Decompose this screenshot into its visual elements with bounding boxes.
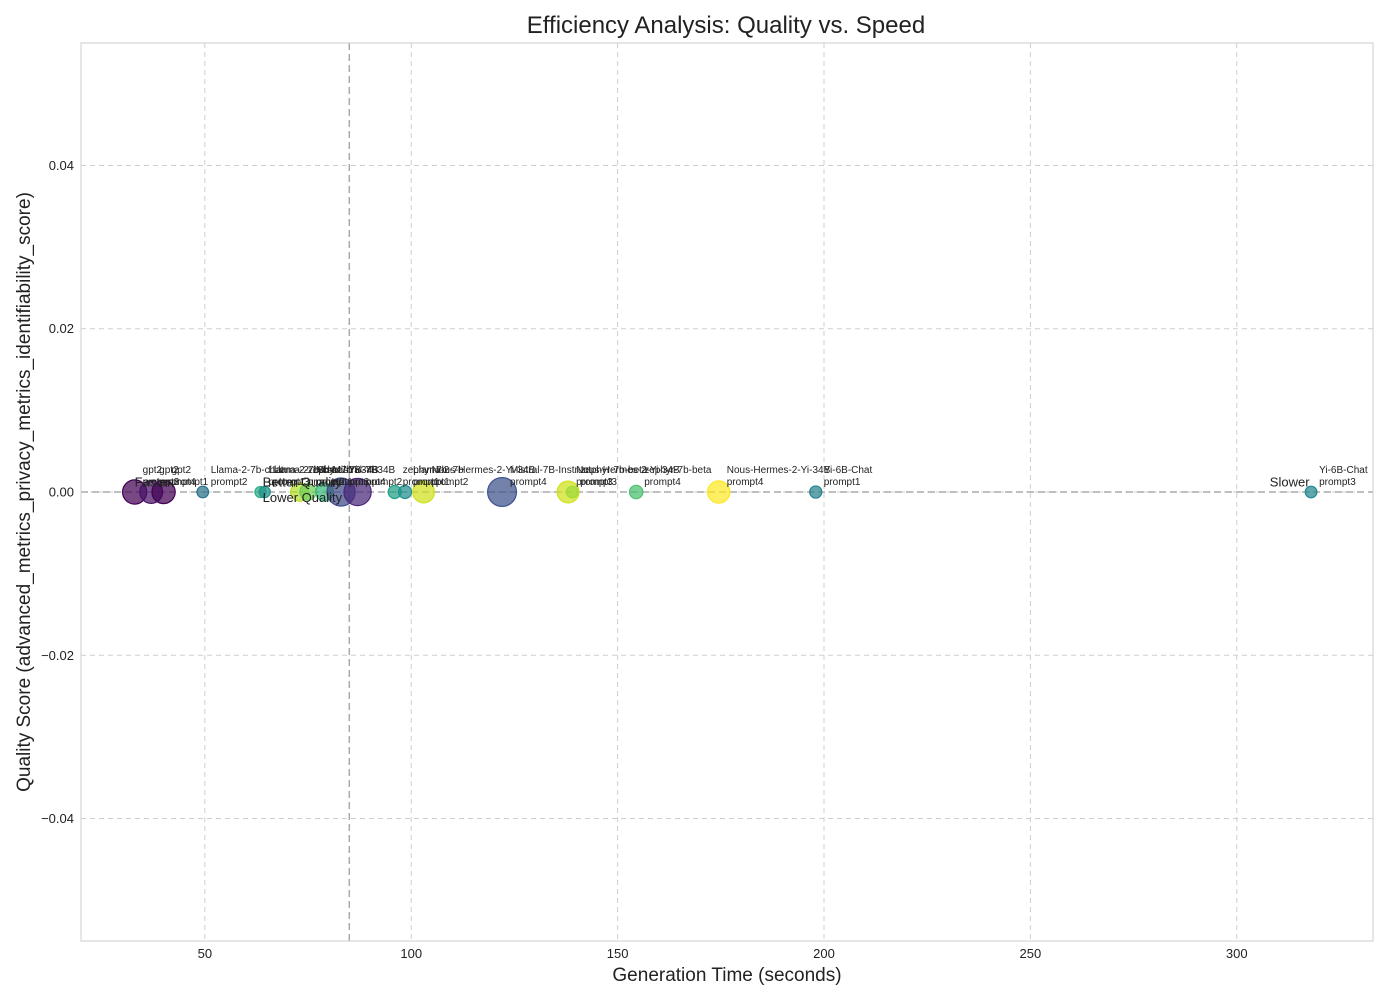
x-tick-label: 300 bbox=[1226, 946, 1248, 961]
scatter-point bbox=[565, 485, 579, 499]
y-tick-label: 0.02 bbox=[49, 321, 74, 336]
y-tick-label: −0.02 bbox=[41, 648, 74, 663]
point-label-model: Yi-6B-Chat bbox=[1319, 465, 1368, 476]
point-label-prompt: prompt2 bbox=[366, 477, 403, 488]
scatter-point bbox=[196, 485, 210, 499]
point-label-prompt: prompt4 bbox=[644, 477, 681, 488]
point-label-model: Mistral-7B bbox=[316, 465, 361, 476]
point-label-model: gpt2 bbox=[159, 465, 179, 476]
quadrant-annotation: Better Quality bbox=[263, 474, 342, 489]
x-tick-label: 200 bbox=[813, 946, 835, 961]
point-label-prompt: prompt4 bbox=[510, 477, 547, 488]
point-label-prompt: prompt1 bbox=[824, 477, 861, 488]
scatter-point bbox=[397, 484, 413, 500]
point-label-model: zephyr-7b bbox=[403, 465, 448, 476]
quadrant-annotation: Slower bbox=[1270, 474, 1310, 489]
point-label-prompt: prompt4 bbox=[727, 477, 764, 488]
grid-lines bbox=[81, 43, 1373, 941]
x-tick-label: 250 bbox=[1020, 946, 1042, 961]
scatter-point bbox=[151, 479, 176, 505]
y-axis-label: Quality Score (advanced_metrics_privacy_… bbox=[14, 192, 35, 792]
point-label-model: Nous-Hermes-2-Yi-34B bbox=[727, 465, 831, 476]
x-axis-label: Generation Time (seconds) bbox=[612, 965, 841, 986]
point-label-model: Llama-2-7b bbox=[413, 465, 464, 476]
point-labels: gpt2prompt3gpt2prompt4gpt2prompt1Llama-2… bbox=[143, 465, 1368, 488]
point-label-prompt: prompt3 bbox=[576, 477, 613, 488]
point-label-model: zephyr-7b bbox=[308, 465, 353, 476]
point-label-prompt: prompt3 bbox=[1319, 477, 1356, 488]
quadrant-annotation: Lower Quality bbox=[263, 490, 343, 505]
scatter-point bbox=[628, 484, 644, 500]
point-label-model: Nous-Hermes-2-Yi-34B bbox=[576, 465, 680, 476]
point-label-prompt: prompt2 bbox=[308, 477, 345, 488]
data-points bbox=[121, 476, 1318, 508]
y-tick-label: −0.04 bbox=[41, 811, 74, 826]
point-label-prompt: prompt3 bbox=[580, 477, 617, 488]
x-tick-label: 100 bbox=[400, 946, 422, 961]
scatter-point bbox=[343, 477, 372, 507]
point-label-model: Llama-2-7b-chat bbox=[269, 465, 342, 476]
scatter-point bbox=[707, 480, 731, 504]
point-label-prompt: prompt1 bbox=[413, 477, 450, 488]
point-label-prompt: prompt2 bbox=[211, 477, 248, 488]
point-label-model: gpt2 bbox=[143, 465, 163, 476]
plot-frame bbox=[80, 42, 1374, 942]
point-label-model: Yi-34B bbox=[349, 465, 379, 476]
x-tick-labels: 50 100 150 200 250 300 bbox=[198, 946, 1248, 961]
point-label-model: Llama-2-13b bbox=[273, 465, 330, 476]
point-label-model: Nous-Hermes-2-Yi-34B bbox=[432, 465, 536, 476]
point-label-prompt: prompt2 bbox=[432, 477, 469, 488]
chart-title: Efficiency Analysis: Quality vs. Speed bbox=[527, 12, 925, 39]
quadrant-annotation: Faster bbox=[135, 474, 173, 489]
point-label-prompt: prompt1 bbox=[316, 477, 353, 488]
point-label-prompt: prompt3 bbox=[273, 477, 310, 488]
y-tick-label: 0.00 bbox=[49, 485, 74, 500]
point-label-model: Mistral-7B bbox=[333, 465, 378, 476]
scatter-point bbox=[258, 485, 271, 499]
scatter-point bbox=[487, 476, 518, 508]
scatter-point bbox=[809, 485, 823, 499]
point-label-prompt: prompt4 bbox=[159, 477, 196, 488]
point-label-prompt: prompt1 bbox=[172, 477, 209, 488]
point-label-model: Yi-6B-Chat bbox=[824, 465, 873, 476]
y-tick-labels: −0.04 −0.02 0.00 0.02 0.04 bbox=[41, 158, 74, 826]
point-label-model: Llama-2-7b-chat bbox=[211, 465, 284, 476]
x-tick-label: 50 bbox=[198, 946, 212, 961]
point-label-prompt: prompt3 bbox=[333, 477, 370, 488]
y-tick-label: 0.04 bbox=[49, 158, 74, 173]
scatter-point bbox=[1304, 485, 1318, 499]
point-label-model: zephyr-7b-beta bbox=[644, 465, 712, 476]
point-label-prompt: prompt3 bbox=[143, 477, 180, 488]
point-label-model: zephyr-7b-beta bbox=[580, 465, 648, 476]
point-label-model: Mistral-7B-Instruct bbox=[510, 465, 591, 476]
point-label-model: Yi-34B bbox=[366, 465, 396, 476]
point-label-prompt: prompt1 bbox=[403, 477, 440, 488]
scatter-point bbox=[412, 480, 436, 504]
point-label-prompt: prompt4 bbox=[349, 477, 386, 488]
point-label-prompt: prompt1 bbox=[269, 477, 306, 488]
x-tick-label: 150 bbox=[607, 946, 629, 961]
point-label-model: gpt2 bbox=[172, 465, 192, 476]
